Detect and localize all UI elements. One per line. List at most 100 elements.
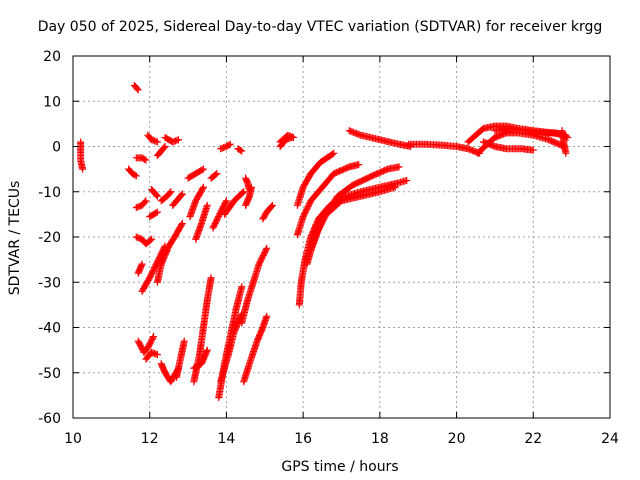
y-tick-label: 10 bbox=[43, 94, 61, 110]
x-axis-label: GPS time / hours bbox=[281, 459, 398, 475]
data-point bbox=[198, 166, 206, 174]
data-point bbox=[131, 171, 139, 179]
data-point bbox=[236, 146, 244, 154]
series-arc-02 bbox=[125, 165, 140, 180]
series-arc-11 bbox=[169, 190, 186, 209]
y-tick-label: -50 bbox=[38, 366, 61, 382]
data-point bbox=[263, 244, 271, 252]
data-point bbox=[146, 236, 154, 244]
data-point bbox=[226, 140, 234, 148]
data-point bbox=[268, 201, 276, 209]
data-point bbox=[149, 334, 157, 342]
series-arc-22 bbox=[186, 183, 207, 221]
series-arc-33 bbox=[190, 346, 211, 372]
series-arc-28 bbox=[207, 170, 221, 182]
series-arc-13 bbox=[146, 208, 161, 221]
data-point bbox=[262, 246, 270, 254]
series-arc-21 bbox=[184, 165, 207, 182]
data-point bbox=[153, 192, 161, 200]
data-point bbox=[222, 197, 230, 205]
axis-ticks: 10 12 14 16 18 20 22 24 -60 -50 -40 -30 -20 -10 0 10 20 bbox=[38, 49, 619, 447]
x-tick-label: 12 bbox=[141, 431, 159, 447]
data-point bbox=[152, 191, 160, 199]
data-point bbox=[141, 155, 149, 163]
series-arc-25 bbox=[221, 188, 248, 218]
data-point bbox=[238, 147, 246, 155]
data-point bbox=[132, 172, 140, 180]
data-point bbox=[199, 185, 207, 193]
data-point bbox=[153, 138, 161, 146]
series-arc-20 bbox=[173, 337, 188, 381]
y-tick-label: 20 bbox=[43, 49, 61, 65]
x-tick-label: 24 bbox=[601, 431, 619, 447]
data-point bbox=[391, 183, 399, 191]
x-tick-label: 18 bbox=[371, 431, 389, 447]
y-tick-label: -30 bbox=[38, 275, 61, 291]
series-arc-10 bbox=[157, 188, 175, 205]
series-arc-40 bbox=[293, 149, 338, 209]
series-arc-49 bbox=[479, 138, 537, 154]
data-point bbox=[564, 133, 572, 141]
data-point bbox=[222, 198, 230, 206]
data-point bbox=[199, 165, 207, 173]
series-arc-31 bbox=[242, 174, 253, 193]
x-tick-label: 16 bbox=[294, 431, 312, 447]
data-point bbox=[161, 143, 169, 150]
data-point bbox=[263, 312, 271, 320]
data-point bbox=[178, 221, 186, 229]
data-point bbox=[213, 170, 221, 178]
series-arc-05 bbox=[144, 131, 161, 146]
data-point bbox=[150, 333, 158, 341]
grid bbox=[73, 56, 610, 418]
data-point bbox=[79, 165, 87, 173]
series-arc-30 bbox=[234, 145, 246, 155]
data-point bbox=[238, 283, 246, 291]
y-tick-label: -20 bbox=[38, 230, 61, 246]
data-point bbox=[167, 188, 175, 196]
chart-title: Day 050 of 2025, Sidereal Day-to-day VTE… bbox=[37, 19, 603, 35]
data-point bbox=[142, 197, 150, 205]
data-point bbox=[290, 133, 298, 141]
data-point bbox=[160, 144, 168, 152]
data-point bbox=[212, 171, 220, 179]
series-arc-46 bbox=[405, 140, 484, 157]
data-point bbox=[134, 86, 142, 94]
series-arc-41 bbox=[293, 161, 363, 239]
x-tick-label: 20 bbox=[448, 431, 466, 447]
x-tick-label: 22 bbox=[524, 431, 542, 447]
data-point bbox=[225, 141, 233, 149]
data-point bbox=[148, 235, 156, 243]
data-point bbox=[267, 202, 275, 210]
data-point bbox=[174, 136, 182, 144]
data-point bbox=[239, 189, 247, 197]
series-arc-51 bbox=[558, 127, 570, 157]
data-point bbox=[403, 176, 411, 184]
series-arc-07 bbox=[161, 133, 182, 146]
series-arc-45 bbox=[345, 127, 415, 150]
data-point bbox=[153, 351, 161, 359]
data-point bbox=[153, 208, 161, 216]
series-arc-36 bbox=[238, 244, 271, 327]
series-arc-23 bbox=[192, 201, 211, 243]
data-point bbox=[180, 337, 188, 345]
series-arc-16 bbox=[153, 219, 186, 286]
data-point bbox=[562, 149, 570, 157]
x-tick-label: 10 bbox=[64, 431, 82, 447]
data-point bbox=[395, 163, 403, 171]
series-arc-09 bbox=[148, 185, 161, 200]
data-point bbox=[330, 149, 338, 157]
series-arc-17 bbox=[134, 333, 158, 356]
series-arc-06 bbox=[153, 143, 169, 160]
series-arc-08 bbox=[132, 197, 150, 212]
data-point bbox=[203, 201, 211, 209]
series-arc-27 bbox=[259, 201, 276, 223]
data-point bbox=[240, 188, 248, 196]
data-point bbox=[245, 185, 253, 193]
series-arc-12 bbox=[132, 233, 156, 248]
data-point bbox=[207, 274, 215, 282]
y-tick-label: -60 bbox=[38, 411, 61, 427]
series-arc-39 bbox=[276, 131, 298, 146]
data-point bbox=[199, 183, 207, 191]
data-point bbox=[329, 150, 337, 158]
